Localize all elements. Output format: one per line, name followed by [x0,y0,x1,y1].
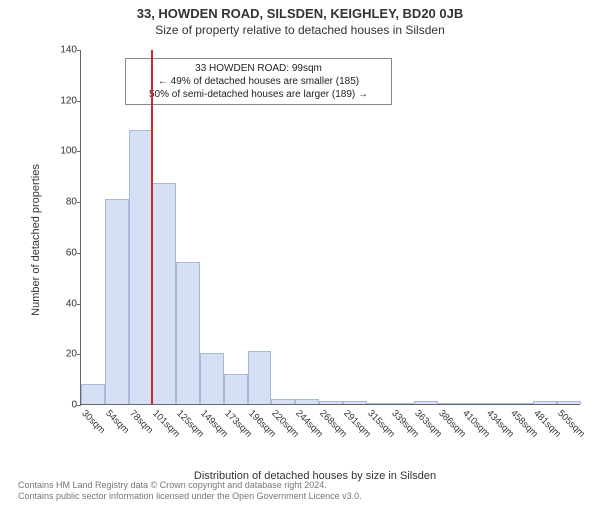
property-marker-line [151,50,153,404]
y-tick-mark [77,253,81,254]
histogram-bar [414,401,438,404]
y-tick-label: 120 [49,95,77,106]
histogram-bar [438,403,462,404]
histogram-bar [295,399,319,404]
y-tick-mark [77,151,81,152]
histogram-bar [319,401,343,404]
y-tick-label: 60 [49,247,77,258]
y-tick-mark [77,354,81,355]
histogram-bar [224,374,248,404]
y-axis-title: Number of detached properties [30,164,42,316]
annotation-line: 33 HOWDEN ROAD: 99sqm [131,62,386,75]
histogram-bar [367,403,391,404]
footer-attribution: Contains HM Land Registry data © Crown c… [18,480,362,503]
histogram-bar [533,401,557,404]
marker-annotation: 33 HOWDEN ROAD: 99sqm← 49% of detached h… [125,58,392,105]
histogram-bar [343,401,367,404]
y-tick-mark [77,101,81,102]
histogram-bar [105,199,129,404]
y-tick-label: 0 [49,400,77,411]
histogram-bar [176,262,200,404]
y-tick-label: 100 [49,146,77,157]
histogram-bar [391,403,415,404]
x-tick-label: 54sqm [103,408,131,436]
histogram-bar [200,353,224,404]
histogram-bar [152,183,176,404]
histogram-bar [248,351,272,404]
y-tick-mark [77,405,81,406]
histogram-bar [81,384,105,404]
plot-area: 33 HOWDEN ROAD: 99sqm← 49% of detached h… [80,50,580,405]
page-title: 33, HOWDEN ROAD, SILSDEN, KEIGHLEY, BD20… [0,6,600,21]
x-tick-label: 30sqm [79,408,107,436]
histogram-chart: Number of detached properties 33 HOWDEN … [50,50,580,430]
page-subtitle: Size of property relative to detached ho… [0,23,600,37]
footer-line-2: Contains public sector information licen… [18,491,362,502]
y-tick-label: 80 [49,197,77,208]
histogram-bar [557,401,581,404]
histogram-bar [271,399,295,404]
y-tick-mark [77,304,81,305]
x-tick-label: 78sqm [127,408,155,436]
histogram-bar [462,403,486,404]
footer-line-1: Contains HM Land Registry data © Crown c… [18,480,362,491]
y-tick-mark [77,202,81,203]
histogram-bar [510,403,534,404]
y-tick-label: 20 [49,349,77,360]
y-tick-mark [77,50,81,51]
y-tick-label: 40 [49,298,77,309]
histogram-bar [486,403,510,404]
y-tick-label: 140 [49,45,77,56]
annotation-line: 50% of semi-detached houses are larger (… [131,88,386,101]
histogram-bar [129,130,153,404]
annotation-line: ← 49% of detached houses are smaller (18… [131,75,386,88]
